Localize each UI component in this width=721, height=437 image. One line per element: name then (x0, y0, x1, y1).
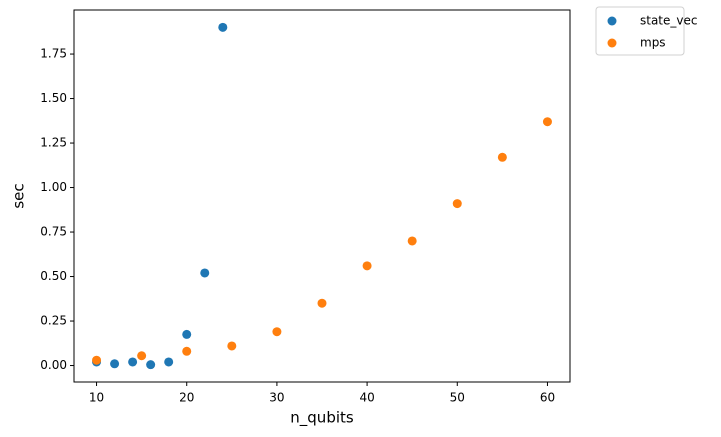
point (362, 261, 372, 271)
legend-label: state_vec (640, 14, 697, 28)
point (407, 236, 417, 246)
point (497, 152, 507, 162)
x-tick-label: 60 (540, 391, 555, 405)
y-tick-label: 1.50 (40, 91, 67, 105)
point (227, 341, 237, 351)
x-tick-label: 30 (269, 391, 284, 405)
y-tick-label: 0.75 (40, 225, 67, 239)
point (542, 117, 552, 127)
x-tick-label: 10 (89, 391, 104, 405)
x-tick-label: 20 (179, 391, 194, 405)
point (128, 357, 138, 367)
y-axis-label: sec (10, 183, 28, 208)
point (182, 329, 192, 339)
y-tick-label: 1.00 (40, 180, 67, 194)
y-tick-label: 0.25 (40, 314, 67, 328)
point (146, 360, 156, 370)
y-tick-label: 0.50 (40, 269, 67, 283)
point (218, 22, 228, 32)
y-tick-label: 0.00 (40, 358, 67, 372)
point (110, 359, 120, 369)
point (452, 199, 462, 209)
point (272, 327, 282, 337)
point (92, 355, 102, 365)
point (137, 351, 147, 361)
legend-box (595, 6, 685, 56)
point (200, 268, 210, 278)
legend-marker (607, 38, 617, 48)
y-tick-label: 1.75 (40, 47, 67, 61)
x-tick-label: 40 (359, 391, 374, 405)
legend-marker (607, 16, 617, 26)
y-tick-label: 1.25 (40, 136, 67, 150)
point (317, 298, 327, 308)
point (164, 357, 174, 367)
point (182, 346, 192, 356)
x-tick-label: 50 (450, 391, 465, 405)
x-axis-label: n_qubits (290, 409, 354, 428)
plot-frame (73, 9, 571, 383)
legend-label: mps (640, 36, 666, 50)
